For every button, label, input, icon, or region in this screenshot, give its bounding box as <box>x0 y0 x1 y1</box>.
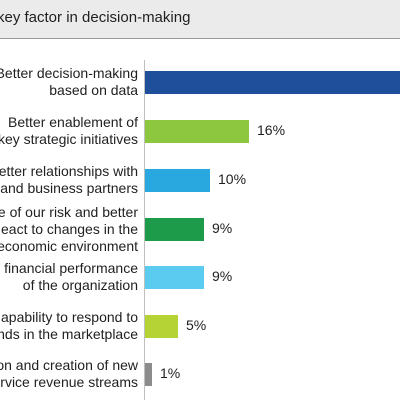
category-label-line: on and creation of new <box>0 357 138 373</box>
category-label: etter relationships with and business par… <box>0 163 138 197</box>
category-label-line: and business partners <box>0 180 138 196</box>
category-label-line: Better decision-making <box>0 65 138 81</box>
category-label-line: key strategic initiatives <box>0 131 138 147</box>
bar <box>145 119 249 143</box>
data-label: 16% <box>257 122 286 138</box>
chart-title: key factor in decision-making <box>0 9 191 26</box>
category-label-line: of the organization <box>22 277 138 293</box>
category-label: Better decision-making based on data <box>0 65 138 99</box>
category-label-line: eact to changes in the <box>1 220 138 237</box>
category-label-line: economic environment <box>0 237 138 254</box>
category-label: e of our risk and better eact to changes … <box>0 204 138 255</box>
category-label-line: rvice revenue streams <box>0 374 138 390</box>
bar <box>145 70 400 94</box>
category-label: financial performance of the organization <box>0 260 138 294</box>
category-label: on and creation of new rvice revenue stre… <box>0 357 138 391</box>
category-label: Better enablement of key strategic initia… <box>0 114 138 148</box>
category-label: apability to respond to nds in the market… <box>0 309 138 343</box>
data-label: 9% <box>212 268 233 284</box>
category-label-line: nds in the marketplace <box>0 326 138 342</box>
category-label-line: Better enablement of <box>8 114 138 130</box>
bar-chart: Better decision-making based on data Bette… <box>0 40 400 400</box>
bar <box>145 168 210 192</box>
bar <box>145 314 178 338</box>
category-axis-line <box>144 60 145 400</box>
bar <box>145 217 204 241</box>
category-label-line: etter relationships with <box>0 163 138 179</box>
bar <box>145 362 152 386</box>
category-label-line: based on data <box>49 82 138 98</box>
chart-header: key factor in decision-making <box>0 0 400 39</box>
category-label-line: e of our risk and better <box>0 203 138 220</box>
category-label-line: apability to respond to <box>1 309 138 325</box>
data-label: 5% <box>186 317 207 333</box>
data-label: 10% <box>218 171 247 187</box>
data-label: 9% <box>212 220 233 236</box>
data-label: 1% <box>160 365 181 381</box>
bar <box>145 265 204 289</box>
category-label-line: financial performance <box>4 260 138 276</box>
